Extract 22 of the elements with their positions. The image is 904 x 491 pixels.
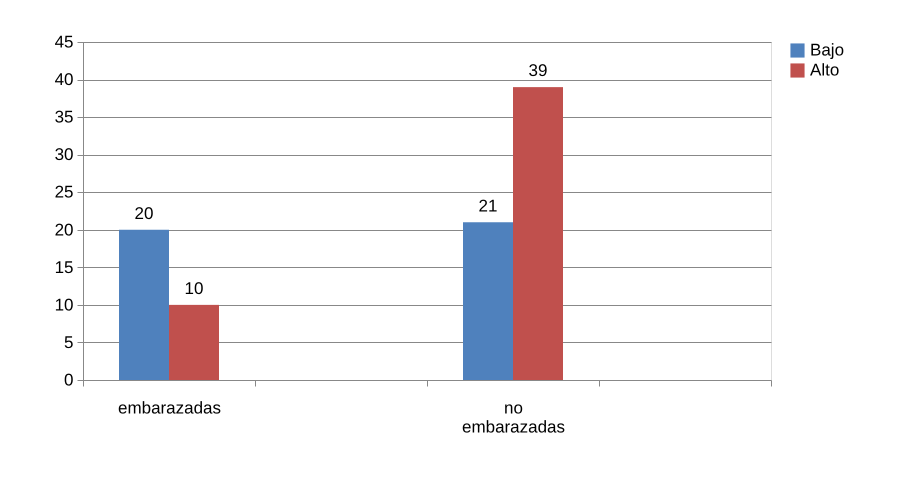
y-tick-label: 20 (54, 220, 74, 240)
legend-label: Alto (810, 60, 840, 80)
legend-label: Bajo (810, 40, 844, 60)
x-tick-label: embarazadas (118, 398, 222, 418)
y-tick-label: 40 (54, 70, 74, 90)
y-tick-label: 25 (54, 182, 74, 202)
bar (463, 222, 513, 380)
y-tick-label: 0 (64, 370, 74, 390)
y-tick-label: 30 (54, 145, 74, 164)
y-tick-label: 5 (64, 332, 74, 352)
y-tick-label: 45 (54, 32, 74, 52)
data-label: 21 (478, 196, 498, 216)
data-label: 20 (134, 204, 154, 223)
x-tick-label: no embarazadas (462, 398, 566, 436)
y-tick-label: 15 (54, 258, 74, 277)
data-label: 39 (528, 61, 548, 80)
bar (169, 304, 219, 380)
data-label: 10 (184, 278, 204, 298)
y-tick-label: 10 (54, 295, 74, 314)
y-tick-label: 35 (54, 108, 74, 127)
bar (513, 87, 563, 380)
bar (119, 230, 169, 380)
